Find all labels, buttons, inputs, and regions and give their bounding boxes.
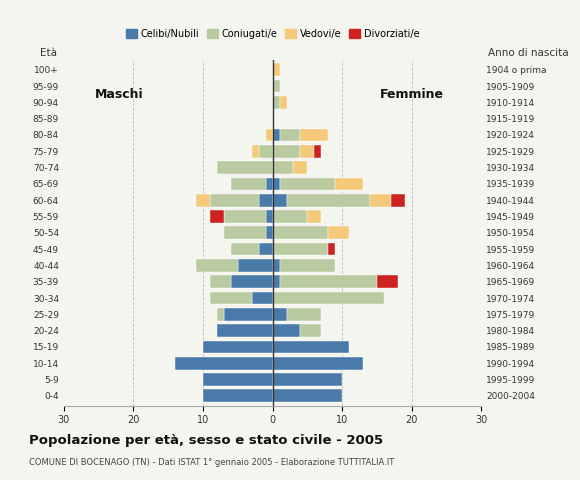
Bar: [328, 227, 349, 239]
Bar: [196, 194, 210, 206]
Bar: [203, 389, 273, 402]
Bar: [266, 227, 273, 239]
Bar: [273, 373, 342, 386]
Bar: [217, 308, 224, 321]
Bar: [273, 63, 280, 76]
Text: Età: Età: [40, 48, 57, 59]
Bar: [196, 259, 238, 272]
Bar: [391, 194, 405, 206]
Bar: [287, 194, 370, 206]
Bar: [259, 145, 273, 157]
Bar: [273, 340, 349, 353]
Bar: [273, 145, 300, 157]
Bar: [273, 210, 307, 223]
Bar: [335, 178, 363, 190]
Bar: [273, 276, 280, 288]
Bar: [273, 194, 287, 206]
Bar: [280, 129, 300, 141]
Bar: [210, 292, 252, 304]
Bar: [224, 210, 266, 223]
Bar: [273, 243, 328, 255]
Bar: [266, 178, 273, 190]
Bar: [280, 259, 335, 272]
Bar: [224, 308, 273, 321]
Text: Anno di nascita: Anno di nascita: [488, 48, 569, 59]
Text: COMUNE DI BOCENAGO (TN) - Dati ISTAT 1° gennaio 2005 - Elaborazione TUTTITALIA.I: COMUNE DI BOCENAGO (TN) - Dati ISTAT 1° …: [29, 458, 394, 468]
Text: Maschi: Maschi: [95, 88, 144, 101]
Bar: [266, 129, 273, 141]
Bar: [203, 340, 273, 353]
Bar: [300, 324, 321, 337]
Bar: [273, 292, 384, 304]
Bar: [273, 357, 363, 370]
Bar: [273, 96, 280, 109]
Bar: [210, 210, 224, 223]
Bar: [300, 145, 314, 157]
Bar: [210, 194, 259, 206]
Bar: [231, 276, 273, 288]
Bar: [273, 259, 280, 272]
Bar: [266, 210, 273, 223]
Bar: [259, 194, 273, 206]
Bar: [273, 308, 287, 321]
Bar: [287, 308, 321, 321]
Text: Popolazione per età, sesso e stato civile - 2005: Popolazione per età, sesso e stato civil…: [29, 434, 383, 447]
Bar: [300, 129, 328, 141]
Bar: [231, 243, 259, 255]
Bar: [293, 161, 307, 174]
Bar: [280, 178, 335, 190]
Bar: [273, 227, 328, 239]
Bar: [238, 259, 273, 272]
Bar: [231, 178, 266, 190]
Bar: [273, 178, 280, 190]
Bar: [252, 292, 273, 304]
Bar: [273, 80, 280, 93]
Bar: [314, 145, 321, 157]
Bar: [224, 227, 266, 239]
Bar: [252, 145, 259, 157]
Bar: [273, 161, 293, 174]
Bar: [273, 389, 342, 402]
Bar: [370, 194, 391, 206]
Bar: [217, 161, 273, 174]
Legend: Celibi/Nubili, Coniugati/e, Vedovi/e, Divorziati/e: Celibi/Nubili, Coniugati/e, Vedovi/e, Di…: [122, 25, 423, 43]
Bar: [175, 357, 273, 370]
Bar: [307, 210, 321, 223]
Bar: [203, 373, 273, 386]
Bar: [328, 243, 335, 255]
Bar: [273, 129, 280, 141]
Bar: [377, 276, 398, 288]
Bar: [280, 96, 287, 109]
Bar: [210, 276, 231, 288]
Bar: [217, 324, 273, 337]
Bar: [273, 324, 300, 337]
Bar: [280, 276, 377, 288]
Text: Femmine: Femmine: [380, 88, 444, 101]
Bar: [259, 243, 273, 255]
